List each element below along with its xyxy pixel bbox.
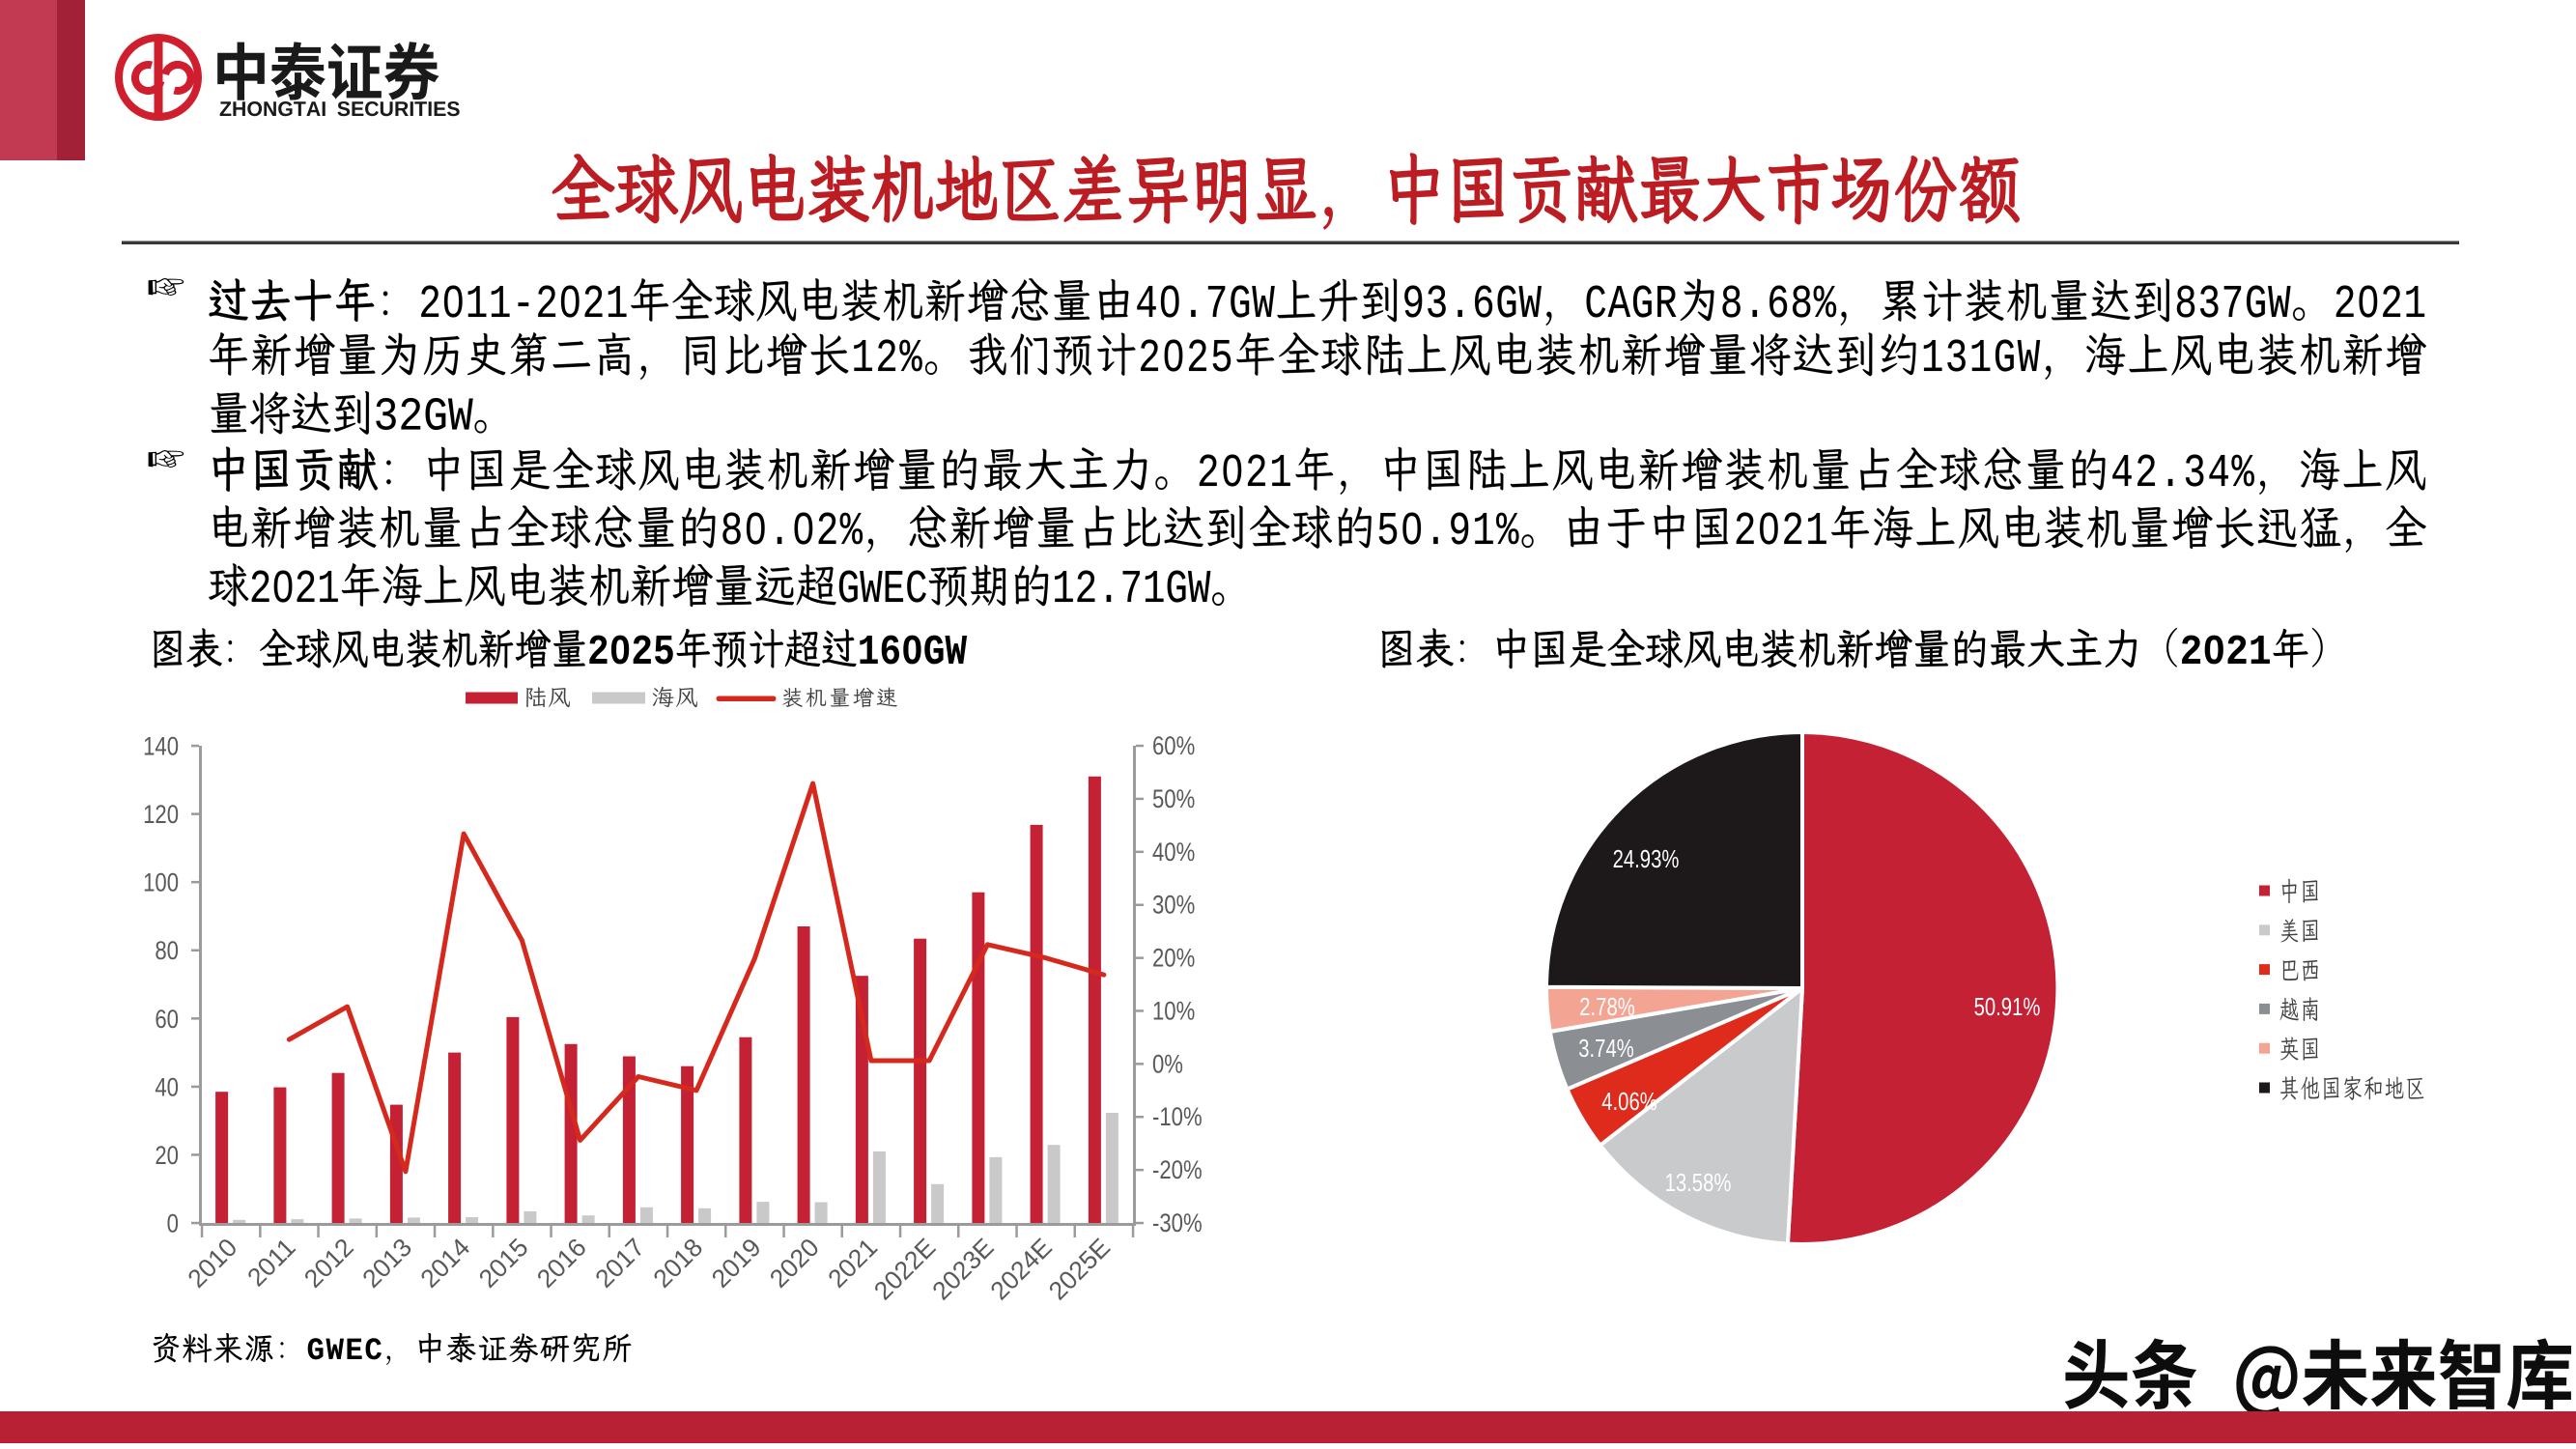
svg-text:100: 100 [143, 869, 179, 898]
svg-text:50%: 50% [1152, 785, 1195, 814]
svg-text:4.06%: 4.06% [1601, 1088, 1656, 1116]
svg-text:40%: 40% [1152, 838, 1195, 867]
svg-text:60%: 60% [1152, 732, 1195, 761]
svg-text:20: 20 [155, 1142, 179, 1171]
svg-text:-20%: -20% [1152, 1156, 1203, 1185]
svg-text:13.58%: 13.58% [1665, 1169, 1732, 1197]
svg-text:3.74%: 3.74% [1578, 1035, 1633, 1063]
svg-text:30%: 30% [1152, 892, 1195, 921]
svg-text:-10%: -10% [1152, 1103, 1203, 1132]
svg-text:20%: 20% [1152, 945, 1195, 974]
svg-text:50.91%: 50.91% [1974, 993, 2041, 1021]
svg-text:60: 60 [155, 1006, 179, 1035]
svg-text:-30%: -30% [1152, 1209, 1203, 1238]
svg-text:40: 40 [155, 1073, 179, 1102]
svg-text:0%: 0% [1152, 1050, 1183, 1079]
svg-text:2.78%: 2.78% [1579, 993, 1634, 1021]
svg-text:140: 140 [143, 733, 179, 762]
svg-text:24.93%: 24.93% [1613, 845, 1680, 873]
svg-text:10%: 10% [1152, 997, 1195, 1026]
svg-text:120: 120 [143, 801, 179, 830]
svg-text:0: 0 [167, 1210, 179, 1239]
svg-text:80: 80 [155, 937, 179, 966]
